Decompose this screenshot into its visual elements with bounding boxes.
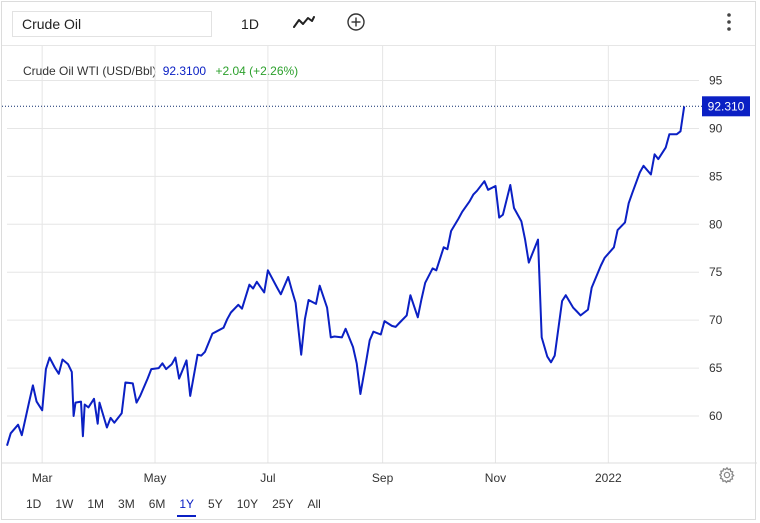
last-price-marker: 92.310 bbox=[2, 96, 750, 117]
y-axis: 60 65 70 75 80 85 90 95 bbox=[709, 74, 723, 424]
range-button-1m[interactable]: 1M bbox=[87, 497, 105, 511]
legend-series-name: Crude Oil WTI (USD/Bbl) bbox=[23, 64, 157, 78]
range-button-3m[interactable]: 3M bbox=[118, 497, 135, 511]
x-tick-label: May bbox=[144, 471, 167, 485]
compare-button[interactable] bbox=[343, 12, 369, 36]
range-button-10y[interactable]: 10Y bbox=[236, 497, 259, 511]
y-tick-label: 70 bbox=[709, 313, 723, 327]
y-tick-label: 85 bbox=[709, 169, 723, 183]
legend: Crude Oil WTI (USD/Bbl) 92.3100 +2.04 (+… bbox=[23, 64, 298, 78]
more-menu-button[interactable] bbox=[719, 12, 739, 36]
range-button-1w[interactable]: 1W bbox=[55, 497, 74, 511]
symbol-search-input[interactable] bbox=[12, 11, 212, 37]
series-line bbox=[6, 106, 686, 446]
range-button-25y[interactable]: 25Y bbox=[272, 497, 294, 511]
last-price-badge bbox=[702, 96, 750, 117]
x-tick-label: Sep bbox=[372, 471, 394, 485]
x-tick-label: Mar bbox=[32, 471, 53, 485]
vertical-dots-icon bbox=[727, 13, 731, 31]
grid bbox=[2, 46, 757, 464]
settings-button[interactable] bbox=[718, 466, 736, 484]
x-tick-label: Jul bbox=[260, 471, 275, 485]
y-tick-label: 80 bbox=[709, 217, 723, 231]
x-tick-label: Nov bbox=[485, 471, 506, 485]
chart-type-button[interactable] bbox=[290, 12, 318, 36]
y-tick-label: 90 bbox=[709, 121, 723, 135]
y-tick-label: 75 bbox=[709, 265, 723, 279]
interval-button[interactable]: 1D bbox=[241, 16, 259, 32]
toolbar: 1D bbox=[2, 2, 755, 46]
range-button-1d[interactable]: 1D bbox=[26, 497, 42, 511]
plus-circle-icon bbox=[347, 13, 365, 31]
range-selector: 1D 1W 1M 3M 6M 1Y 5Y 10Y 25Y All bbox=[19, 495, 328, 517]
last-price-label: 92.310 bbox=[708, 99, 745, 113]
legend-change: +2.04 (+2.26%) bbox=[215, 64, 299, 78]
range-button-5y[interactable]: 5Y bbox=[208, 497, 223, 511]
y-tick-label: 95 bbox=[709, 74, 723, 88]
x-axis: Mar May Jul Sep Nov 2022 bbox=[32, 471, 622, 485]
series-layer bbox=[6, 106, 686, 446]
legend-price: 92.3100 bbox=[162, 64, 207, 78]
range-button-6m[interactable]: 6M bbox=[148, 497, 166, 511]
gear-icon bbox=[718, 466, 735, 484]
range-button-all[interactable]: All bbox=[307, 497, 321, 511]
range-button-1y[interactable]: 1Y bbox=[172, 495, 201, 517]
line-chart-icon bbox=[293, 16, 315, 28]
y-tick-label: 60 bbox=[709, 409, 723, 423]
y-tick-label: 65 bbox=[709, 361, 723, 375]
x-tick-label: 2022 bbox=[595, 471, 622, 485]
